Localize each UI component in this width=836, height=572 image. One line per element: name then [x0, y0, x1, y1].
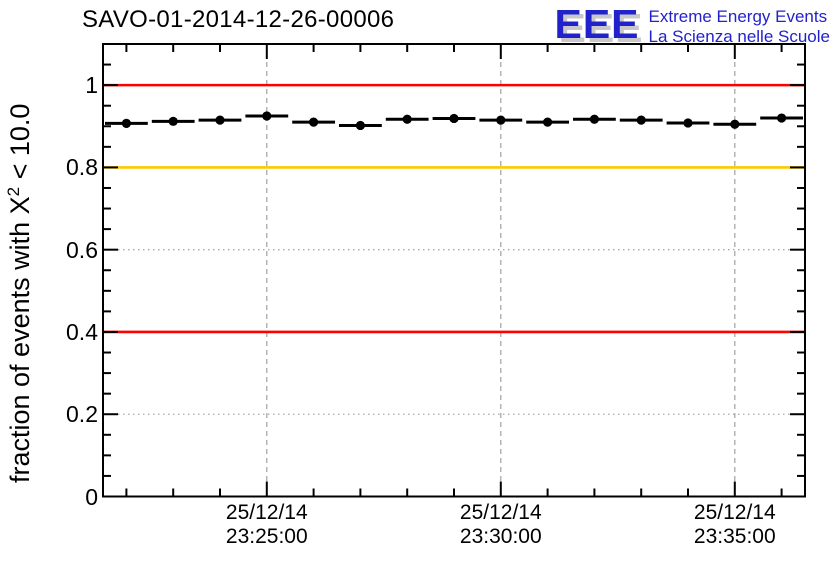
y-tick-label: 0 [85, 483, 98, 510]
data-point [215, 115, 225, 125]
data-point [777, 113, 787, 123]
data-point [309, 117, 319, 127]
data-point [683, 118, 693, 128]
y-tick-label: 1 [85, 72, 98, 99]
x-tick-label: 25/12/14 23:30:00 [436, 501, 566, 549]
data-point [496, 115, 506, 125]
x-tick-label-date: 25/12/14 [225, 501, 308, 524]
data-point [543, 117, 553, 127]
y-tick-label: 0.2 [66, 401, 98, 428]
eee-logo: EEE Extreme Energy Events La Scienza nel… [554, 4, 830, 47]
data-point [636, 115, 646, 125]
data-point [168, 116, 178, 126]
axis-frame [102, 43, 806, 498]
data-point [730, 119, 740, 129]
data-point [121, 118, 131, 128]
y-tick-label: 0.8 [66, 154, 98, 181]
x-tick-label: 25/12/14 23:25:00 [202, 501, 332, 549]
x-tick-label-time: 23:30:00 [459, 525, 542, 548]
data-point [589, 114, 600, 124]
x-tick-label-time: 23:25:00 [225, 525, 308, 548]
x-tick-label-date: 25/12/14 [693, 501, 776, 524]
eee-logo-acronym: EEE [554, 1, 640, 47]
eee-logo-caption-line1: Extreme Energy Events [648, 7, 828, 26]
x-tick-label-date: 25/12/14 [459, 501, 542, 524]
y-tick-label: 0.6 [66, 236, 98, 263]
eee-logo-caption: Extreme Energy Events La Scienza nelle S… [649, 4, 830, 47]
x-tick-label: 25/12/14 23:35:00 [670, 501, 800, 549]
data-point [262, 111, 272, 121]
data-point [355, 120, 365, 131]
data-point [449, 113, 459, 124]
chart-title: SAVO-01-2014-12-26-00006 [82, 6, 395, 33]
y-axis-title-superscript: 2 [4, 186, 23, 197]
eee-logo-caption-line2: La Scienza nelle Scuole [648, 27, 830, 46]
data-point [402, 114, 412, 124]
y-tick-label: 0.4 [66, 318, 98, 345]
x-tick-label-time: 23:35:00 [693, 525, 776, 548]
